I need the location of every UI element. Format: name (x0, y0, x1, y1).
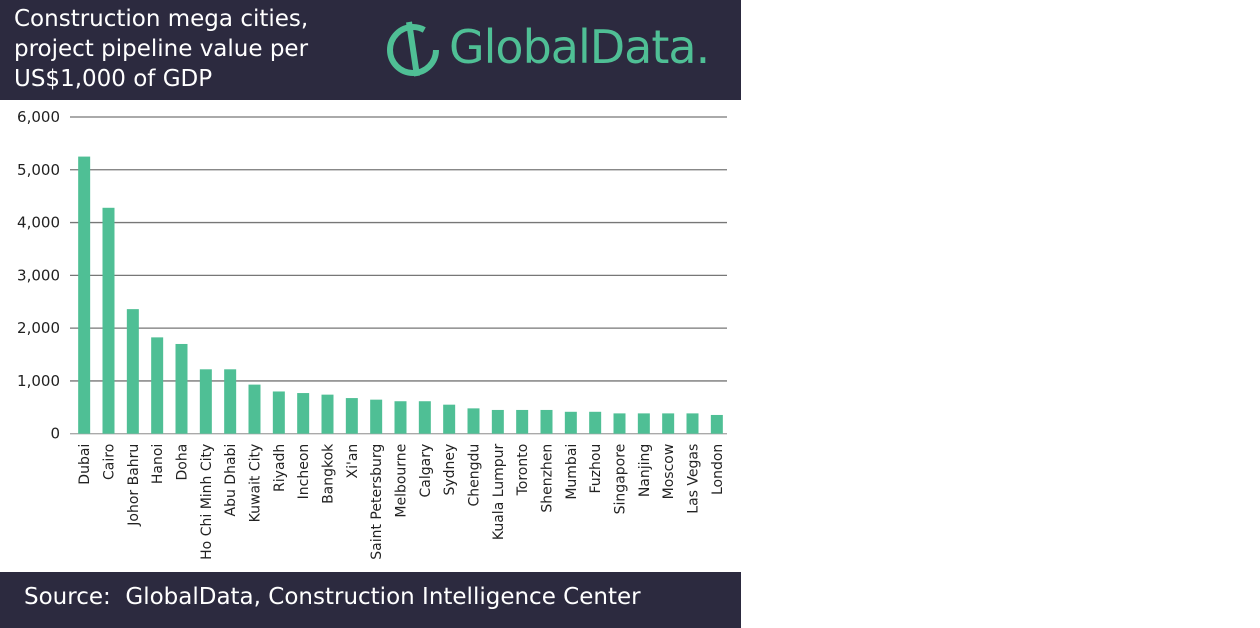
bar (321, 394, 334, 434)
bar (297, 393, 310, 434)
globaldata-logo-icon (387, 21, 439, 77)
bar (516, 409, 529, 434)
x-tick-label: Doha (175, 444, 191, 481)
footer-band: Source: GlobalData, Construction Intelli… (0, 572, 741, 628)
globaldata-logo: GlobalData. (385, 14, 735, 84)
x-tick-label: Dubai (77, 444, 93, 485)
x-tick-label: Singapore (613, 444, 629, 515)
logo-text: GlobalData. (449, 20, 710, 74)
bar (564, 411, 577, 434)
bar (151, 337, 164, 434)
bar (662, 413, 675, 434)
x-tick-label: Toronto (515, 444, 531, 497)
header-band: Construction mega cities, project pipeli… (0, 0, 741, 100)
x-tick-label: Mumbai (564, 444, 580, 500)
bar (175, 343, 188, 434)
bar (491, 409, 504, 434)
bar (394, 401, 407, 434)
x-tick-label: Hanoi (150, 444, 166, 484)
bar (443, 404, 456, 434)
bar (102, 207, 115, 434)
y-tick-label: 0 (50, 425, 60, 443)
x-tick-label: Calgary (418, 444, 434, 498)
x-tick-label: Saint Petersburg (369, 444, 385, 560)
bar (589, 411, 602, 434)
x-tick-label: Moscow (661, 444, 677, 500)
bar (248, 384, 261, 434)
y-tick-label: 3,000 (17, 266, 60, 284)
chart-title: Construction mega cities, project pipeli… (14, 6, 309, 92)
x-tick-label: Sydney (442, 444, 458, 496)
bar (686, 413, 699, 434)
x-tick-label: Chengdu (467, 444, 483, 507)
y-tick-label: 6,000 (17, 108, 60, 126)
bar (78, 156, 91, 434)
y-tick-label: 4,000 (17, 214, 60, 232)
bar (613, 413, 626, 434)
y-tick-label: 5,000 (17, 161, 60, 179)
x-tick-label: Nanjing (637, 444, 653, 497)
bar (370, 399, 383, 434)
x-tick-label: Melbourne (394, 444, 410, 518)
bar (345, 398, 358, 434)
x-tick-label: London (710, 444, 726, 495)
x-tick-label: Xi'an (345, 444, 361, 479)
bar (710, 414, 723, 434)
bar-chart: 0 1,000 2,000 3,000 4,000 5,000 6,000 Dubai Cair… (17, 108, 727, 560)
x-tick-label: Shenzhen (540, 444, 556, 513)
x-tick-label: Cairo (102, 444, 118, 480)
bar (126, 309, 139, 434)
bar (540, 409, 553, 434)
y-tick-label: 1,000 (17, 372, 60, 390)
bar (199, 369, 212, 434)
x-tick-label: Kuwait City (248, 444, 264, 523)
bar (637, 413, 650, 434)
x-tick-label: Ho Chi Minh City (199, 444, 215, 560)
bar (272, 391, 285, 434)
bar (467, 408, 480, 434)
x-tick-label: Johor Bahru (126, 444, 142, 527)
source-note: Source: GlobalData, Construction Intelli… (24, 584, 641, 610)
x-tick-label: Las Vegas (686, 444, 702, 514)
bar (224, 369, 237, 434)
x-tick-label: Abu Dhabi (223, 444, 239, 517)
x-tick-label: Bangkok (321, 443, 337, 504)
bar (418, 401, 431, 434)
x-tick-label: Fuzhou (588, 444, 604, 494)
x-tick-label: Kuala Lumpur (491, 443, 507, 540)
x-tick-label: Incheon (296, 444, 312, 500)
x-tick-label: Riyadh (272, 444, 288, 492)
y-tick-label: 2,000 (17, 319, 60, 337)
